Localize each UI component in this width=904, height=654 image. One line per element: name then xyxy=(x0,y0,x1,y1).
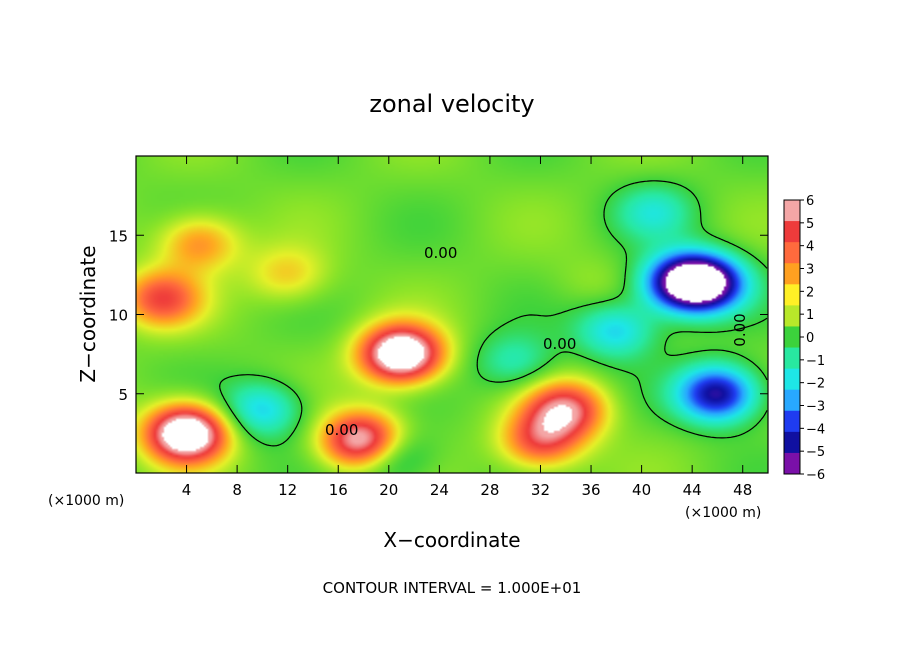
x-axis-label: X−coordinate xyxy=(383,528,520,552)
colorbar-swatch xyxy=(784,326,800,349)
x-tick-label: 48 xyxy=(733,481,752,499)
colorbar-label: −6 xyxy=(806,468,825,483)
x-tick-label: 36 xyxy=(581,481,600,499)
x-unit-label-right: (×1000 m) xyxy=(685,505,761,521)
x-tick-label: 8 xyxy=(232,481,242,499)
colorbar-swatch xyxy=(784,410,800,433)
contour-label-2: 0.00 xyxy=(543,335,576,353)
colorbar-swatch xyxy=(784,200,800,222)
y-axis: 5 10 15 xyxy=(109,227,768,404)
x-unit-label-left: (×1000 m) xyxy=(48,493,124,509)
colorbar-label: −2 xyxy=(806,377,825,392)
y-axis-label: Z−coordinate xyxy=(76,245,100,382)
y-tick-label: 10 xyxy=(109,307,128,325)
x-tick-label: 28 xyxy=(480,481,499,499)
zero-contour-line xyxy=(219,180,768,447)
colorbar-swatch xyxy=(784,242,800,264)
colorbar-label: 5 xyxy=(806,217,814,232)
colorbar-label: 3 xyxy=(806,263,814,278)
x-tick-label: 4 xyxy=(182,481,192,499)
colorbar-swatch xyxy=(784,221,800,243)
contour-label-4: 0.00 xyxy=(731,313,749,346)
colorbar-label: −5 xyxy=(806,445,825,460)
colorbar-swatch xyxy=(784,263,800,285)
colorbar-label: 0 xyxy=(806,331,814,346)
colorbar-label: −4 xyxy=(806,422,825,437)
x-tick-label: 12 xyxy=(278,481,297,499)
colorbar-swatch xyxy=(784,431,800,454)
zero-contours xyxy=(219,180,768,447)
colorbar-label: 6 xyxy=(806,194,814,209)
contour-label-3: 0.00 xyxy=(325,421,358,439)
x-tick-label: 40 xyxy=(632,481,651,499)
colorbar-swatch xyxy=(784,368,800,391)
colorbar-swatch xyxy=(784,452,800,475)
colorbar-label: −1 xyxy=(806,354,825,369)
colorbar-label: 1 xyxy=(806,308,814,323)
x-axis: 4 8 12 16 20 24 28 32 36 40 44 48 xyxy=(182,156,752,499)
x-tick-label: 44 xyxy=(683,481,702,499)
colorbar-swatch xyxy=(784,284,800,306)
colorbar-swatch xyxy=(784,305,800,327)
contour-interval-note: CONTOUR INTERVAL = 1.000E+01 xyxy=(323,579,582,597)
x-tick-label: 20 xyxy=(379,481,398,499)
chart-title: zonal velocity xyxy=(369,90,534,118)
contour-label-1: 0.00 xyxy=(424,244,457,262)
x-tick-label: 16 xyxy=(329,481,348,499)
y-tick-label: 15 xyxy=(109,227,128,245)
x-tick-label: 32 xyxy=(531,481,550,499)
x-tick-label: 24 xyxy=(430,481,449,499)
colorbar-swatch xyxy=(784,389,800,412)
colorbar-label: 2 xyxy=(806,285,814,300)
y-tick-label: 5 xyxy=(118,386,128,404)
colorbar-label: −3 xyxy=(806,400,825,415)
colorbar: 6 5 4 3 2 1 0 −1 −2 −3 −4 −5 −6 xyxy=(783,194,825,483)
colorbar-label: 4 xyxy=(806,240,814,255)
colorbar-swatch xyxy=(784,347,800,370)
